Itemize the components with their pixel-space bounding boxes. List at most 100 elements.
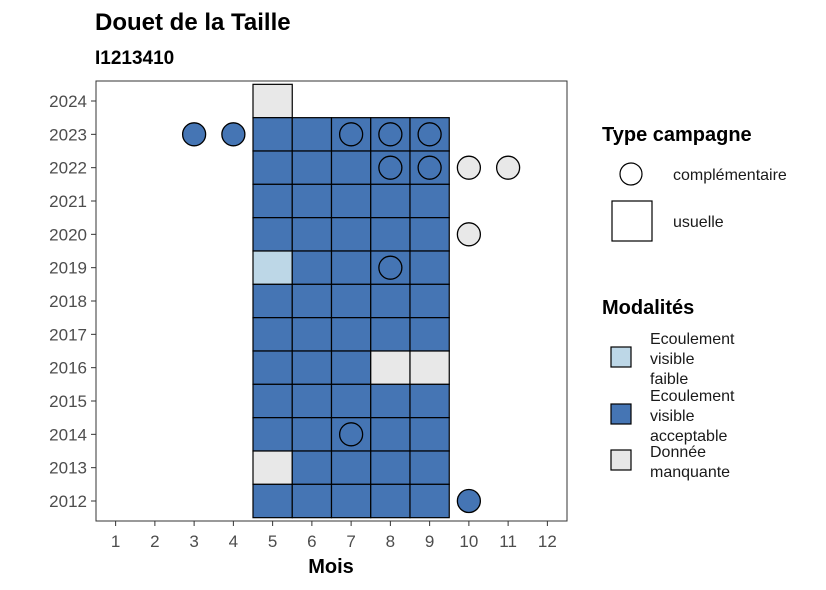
tile-2019-6 bbox=[291, 250, 333, 285]
x-tick-label-7: 7 bbox=[346, 532, 355, 551]
y-tick-label-2015: 2015 bbox=[49, 392, 87, 411]
tile-2020-9 bbox=[409, 217, 450, 252]
y-tick-label-2024: 2024 bbox=[49, 92, 87, 111]
tile-2023-6 bbox=[291, 117, 333, 152]
tile-2014-8 bbox=[370, 417, 411, 452]
tile-2013-9 bbox=[409, 450, 450, 485]
tile-2019-7 bbox=[330, 250, 372, 285]
y-tick-label-2017: 2017 bbox=[49, 325, 87, 344]
y-tick-label-2012: 2012 bbox=[49, 492, 87, 511]
x-tick-label-11: 11 bbox=[499, 532, 517, 551]
legend-label-manquante: Donnée manquante bbox=[650, 444, 730, 481]
y-tick-label-2018: 2018 bbox=[49, 292, 87, 311]
tile-2020-6 bbox=[291, 217, 333, 252]
tile-2020-5 bbox=[252, 217, 293, 252]
point-2023-8 bbox=[378, 122, 403, 147]
x-tick-label-3: 3 bbox=[189, 532, 198, 551]
legend-title-modalites: Modalités bbox=[602, 297, 694, 319]
tile-2021-9 bbox=[409, 183, 450, 219]
point-2022-11 bbox=[495, 155, 521, 180]
tile-2012-7 bbox=[330, 483, 372, 519]
legend-label-faible: Ecoulement visible faible bbox=[650, 331, 739, 388]
tile-2024-5 bbox=[252, 83, 293, 119]
tile-2012-6 bbox=[291, 483, 333, 519]
legend-label-acceptable: Ecoulement visible acceptable bbox=[650, 388, 739, 445]
x-tick-label-9: 9 bbox=[425, 532, 434, 551]
x-tick-label-12: 12 bbox=[538, 532, 557, 551]
point-2022-8 bbox=[378, 155, 403, 180]
point-2014-7 bbox=[338, 422, 364, 447]
tile-2022-5 bbox=[252, 150, 293, 185]
tile-2021-6 bbox=[291, 183, 333, 219]
tile-2015-7 bbox=[330, 383, 372, 419]
tile-2020-7 bbox=[330, 217, 372, 252]
point-2023-4 bbox=[221, 122, 246, 147]
x-tick-label-5: 5 bbox=[268, 532, 277, 551]
tile-2021-5 bbox=[252, 183, 293, 219]
tile-2013-7 bbox=[330, 450, 372, 485]
x-axis-title: Mois bbox=[308, 556, 354, 578]
tile-2018-8 bbox=[370, 283, 411, 319]
tile-2014-9 bbox=[409, 417, 450, 452]
tile-2017-8 bbox=[370, 317, 411, 352]
x-tick-label-2: 2 bbox=[150, 532, 159, 551]
tile-2017-6 bbox=[291, 317, 333, 352]
point-2020-10 bbox=[456, 222, 482, 247]
x-tick-label-10: 10 bbox=[459, 532, 478, 551]
tile-2017-5 bbox=[252, 317, 293, 352]
legend-type-campagne: Type campagne complémentaire usuelle bbox=[602, 124, 787, 242]
tile-2016-9 bbox=[409, 350, 450, 385]
tile-2012-9 bbox=[409, 483, 450, 519]
x-tick-label-8: 8 bbox=[386, 532, 395, 551]
tile-2018-5 bbox=[252, 283, 293, 319]
tile-2022-7 bbox=[330, 150, 372, 185]
tile-2012-8 bbox=[370, 483, 411, 519]
legend-key-manquante bbox=[610, 449, 632, 471]
tile-2018-9 bbox=[409, 283, 450, 319]
legend-label-usuelle: usuelle bbox=[673, 214, 724, 231]
legend-label-complementaire: complémentaire bbox=[673, 167, 787, 184]
tile-2015-8 bbox=[370, 383, 411, 419]
chart-title: Douet de la Taille bbox=[95, 9, 291, 36]
y-tick-label-2013: 2013 bbox=[49, 459, 87, 478]
point-2012-10 bbox=[456, 488, 482, 514]
y-tick-label-2016: 2016 bbox=[49, 359, 87, 378]
tile-2013-6 bbox=[291, 450, 333, 485]
tile-2014-5 bbox=[252, 417, 293, 452]
tile-2015-6 bbox=[291, 383, 333, 419]
point-2022-9 bbox=[417, 155, 442, 180]
tile-2016-6 bbox=[291, 350, 333, 385]
tile-2018-6 bbox=[291, 283, 333, 319]
tile-2021-7 bbox=[330, 183, 372, 219]
tile-2023-5 bbox=[252, 117, 293, 152]
x-tick-label-4: 4 bbox=[229, 532, 238, 551]
tile-2014-6 bbox=[291, 417, 333, 452]
legend-title-type: Type campagne bbox=[602, 124, 752, 146]
tile-2019-5 bbox=[252, 250, 293, 285]
tile-2017-9 bbox=[409, 317, 450, 352]
y-tick-label-2014: 2014 bbox=[49, 425, 87, 444]
legend-key-complementaire bbox=[619, 162, 643, 186]
tile-2015-9 bbox=[409, 383, 450, 419]
tile-2022-6 bbox=[291, 150, 333, 185]
y-tick-label-2022: 2022 bbox=[49, 159, 87, 178]
tile-2012-5 bbox=[252, 483, 293, 519]
chart-subtitle: I1213410 bbox=[95, 48, 174, 69]
tile-2017-7 bbox=[330, 317, 372, 352]
axes: 1 2 3 4 5 6 7 8 9 10 11 122012201320142015201620172… bbox=[49, 92, 557, 551]
tile-2016-7 bbox=[330, 350, 372, 385]
x-tick-label-1: 1 bbox=[111, 532, 120, 551]
point-2023-7 bbox=[338, 122, 364, 147]
x-tick-label-6: 6 bbox=[307, 532, 316, 551]
tile-2016-5 bbox=[252, 350, 293, 385]
point-2022-10 bbox=[456, 155, 482, 180]
tile-2016-8 bbox=[370, 350, 411, 385]
tile-2015-5 bbox=[252, 383, 293, 419]
point-2019-8 bbox=[378, 255, 403, 280]
tile-2018-7 bbox=[330, 283, 372, 319]
point-2023-3 bbox=[181, 122, 207, 147]
tile-2013-5 bbox=[252, 450, 293, 485]
y-tick-label-2020: 2020 bbox=[49, 225, 87, 244]
y-tick-label-2023: 2023 bbox=[49, 125, 87, 144]
legend-key-usuelle bbox=[611, 200, 653, 242]
